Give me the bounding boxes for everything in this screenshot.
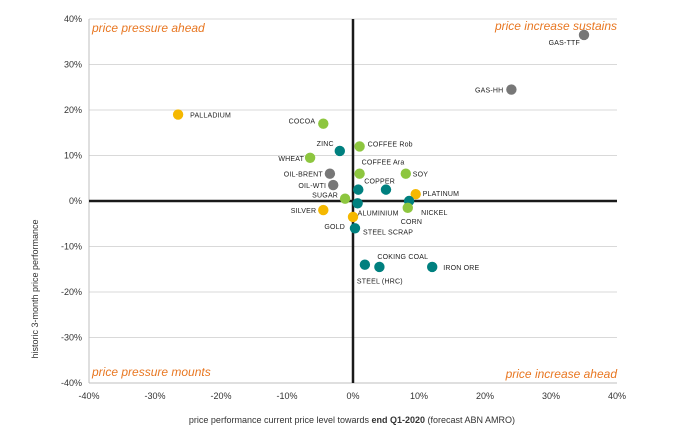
point-label-coffee-rob: COFFEE Rob — [368, 141, 413, 148]
data-point-labels: GAS-TTF GAS-HH PALLADIUM COCOA ZINC COFFEE Ro… — [190, 40, 580, 286]
point-label-gold: GOLD — [324, 224, 345, 231]
y-tick-label: 20% — [64, 105, 82, 115]
point-label-aluminium: ALUMINIUM — [358, 210, 399, 217]
point-palladium — [172, 109, 184, 120]
point-coffee-ara — [354, 168, 365, 179]
point-label-palladium: PALLADIUM — [190, 113, 231, 120]
x-axis-label: price performance current price level to… — [189, 415, 515, 425]
point-copper — [353, 184, 364, 195]
point-label-cocoa: COCOA — [289, 119, 316, 126]
y-tick-label: 40% — [64, 14, 82, 24]
point-silver — [318, 204, 329, 216]
tick-labels: 40% 30% 20% 10% 0% -10% -20% -30% -40% -40% -30% -2… — [61, 14, 626, 401]
point-label-gas-ttf: GAS-TTF — [549, 40, 580, 47]
x-axis-label-part-3: (forecast ABN AMRO) — [425, 415, 515, 425]
x-tick-label: 20% — [476, 391, 494, 401]
y-tick-label: -40% — [61, 378, 82, 388]
x-tick-label: -20% — [210, 391, 231, 401]
point-label-gas-hh: GAS-HH — [475, 88, 503, 95]
point-label-nickel: NICKEL — [421, 210, 448, 217]
x-axis-label-part-1: price performance current price level to… — [189, 415, 372, 425]
point-label-platinum: PLATINUM — [423, 191, 459, 198]
point-corn — [402, 202, 413, 214]
point-platinum — [410, 188, 421, 200]
quadrant-label-bottom-right: price increase ahead — [505, 367, 618, 381]
y-tick-label: -30% — [61, 333, 82, 343]
point-label-iron-ore: IRON ORE — [443, 265, 479, 272]
point-label-oil-wti: OIL-WTI — [298, 183, 326, 190]
point-oil-wti — [328, 179, 339, 191]
point-label-corn: CORN — [401, 219, 422, 226]
point-unlabeled — [380, 184, 392, 195]
point-gold — [347, 211, 359, 223]
quadrant-label-bottom-left: price pressure mounts — [91, 365, 211, 379]
point-label-steel-hrc: STEEL (HRC) — [357, 279, 403, 286]
quadrant-label-top-right: price increase sustains — [494, 19, 617, 33]
point-coking-coal — [374, 261, 385, 273]
y-axis-label: historic 3-month price performance — [30, 219, 40, 358]
y-tick-label: -20% — [61, 287, 82, 297]
point-coffee-rob — [354, 141, 365, 152]
y-tick-label: -10% — [61, 242, 82, 252]
point-label-copper: COPPER — [364, 179, 395, 186]
point-soy — [400, 168, 411, 179]
point-sugar — [339, 193, 351, 204]
point-steel-scrap — [349, 223, 361, 234]
y-tick-label: 0% — [69, 196, 82, 206]
point-label-silver: SILVER — [291, 208, 317, 215]
y-tick-label: 30% — [64, 60, 82, 70]
point-label-sugar: SUGAR — [312, 193, 338, 200]
point-label-coking-coal: COKING COAL — [377, 254, 428, 261]
data-points — [172, 29, 590, 273]
point-wheat — [304, 152, 316, 163]
x-tick-label: -10% — [276, 391, 297, 401]
y-tick-label: 10% — [64, 151, 82, 161]
point-label-coffee-ara: COFFEE Ara — [362, 160, 405, 167]
point-zinc — [334, 145, 345, 157]
x-tick-label: 40% — [608, 391, 626, 401]
x-tick-label: 0% — [346, 391, 359, 401]
x-tick-label: -40% — [78, 391, 99, 401]
x-tick-label: -30% — [144, 391, 165, 401]
quadrant-label-top-left: price pressure ahead — [91, 21, 205, 35]
point-iron-ore — [427, 261, 438, 273]
x-axis-label-part-2: end Q1-2020 — [372, 415, 426, 425]
point-label-soy: SOY — [413, 172, 429, 179]
point-gas-ttf — [578, 29, 590, 41]
point-steel-hrc — [359, 259, 371, 270]
point-aluminium — [352, 198, 363, 209]
point-label-oil-brent: OIL-BRENT — [284, 172, 324, 179]
point-label-wheat: WHEAT — [278, 156, 304, 163]
point-oil-brent — [324, 168, 336, 179]
point-label-steel-scrap: STEEL SCRAP — [363, 229, 413, 236]
point-gas-hh — [506, 84, 517, 95]
point-cocoa — [318, 118, 329, 129]
x-tick-label: 10% — [410, 391, 428, 401]
point-label-zinc: ZINC — [317, 141, 334, 148]
x-tick-label: 30% — [542, 391, 560, 401]
